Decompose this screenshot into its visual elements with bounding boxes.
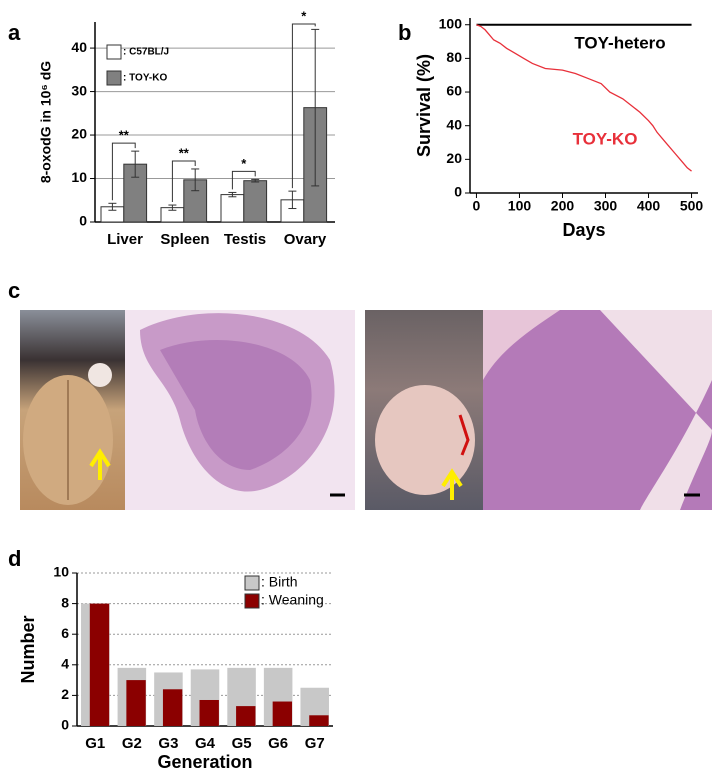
x-tick-label: 300 (594, 198, 618, 214)
x-tick-label: 0 (473, 198, 481, 214)
y-tick-label: 6 (61, 625, 69, 641)
significance-bracket (231, 170, 256, 190)
y-tick-label: 40 (71, 39, 87, 55)
panel-label: b (398, 20, 411, 45)
legend-label: : Weaning (261, 592, 324, 608)
x-tick-label: 200 (551, 198, 575, 214)
series-label: TOY-hetero (574, 33, 665, 52)
x-tick-label: Testis (224, 231, 266, 248)
significance-bracket (111, 142, 136, 201)
bar (199, 699, 219, 726)
y-tick-label: 100 (439, 15, 463, 31)
series-label: TOY-KO (573, 129, 638, 148)
y-tick-label: 10 (71, 169, 87, 185)
error-bar (131, 150, 140, 178)
legend-swatch (106, 44, 122, 60)
x-tick-label: Spleen (160, 231, 209, 248)
survival-line (476, 24, 692, 172)
y-axis-label: 8-oxodG in 10⁶ dG (38, 61, 54, 183)
y-tick-label: 30 (71, 82, 87, 98)
y-tick-label: 20 (446, 150, 462, 166)
bar (220, 194, 245, 223)
y-tick-label: 40 (446, 116, 462, 132)
y-tick-label: 60 (446, 83, 462, 99)
x-tick-label: 500 (680, 198, 704, 214)
significance-bracket (171, 160, 196, 203)
photo-panel (20, 310, 712, 510)
error-bar (228, 191, 237, 198)
y-tick-label: 4 (61, 656, 69, 672)
bar (162, 689, 183, 726)
significance-label: ** (119, 128, 130, 143)
bar (126, 680, 146, 726)
bar (309, 715, 329, 726)
significance-label: * (241, 156, 247, 171)
y-tick-label: 0 (61, 717, 69, 733)
significance-label: ** (179, 145, 190, 160)
x-tick-label: G6 (268, 735, 288, 752)
error-bar (311, 28, 320, 187)
x-axis-label: Days (562, 220, 605, 240)
bar (272, 701, 293, 726)
panel-label: a (8, 20, 21, 45)
x-tick-label: 400 (637, 198, 661, 214)
bar (89, 603, 110, 726)
error-bar (108, 202, 117, 211)
y-axis-label: Number (18, 615, 38, 683)
x-tick-label: G4 (195, 735, 216, 752)
bar (236, 706, 256, 726)
x-tick-label: G3 (158, 735, 178, 752)
error-bar (288, 190, 297, 210)
y-tick-label: 2 (61, 686, 69, 702)
legend-label: : Birth (261, 574, 298, 590)
error-bar (168, 204, 177, 211)
y-tick-label: 20 (71, 126, 87, 142)
legend-swatch (244, 575, 260, 591)
x-tick-label: Liver (107, 231, 143, 248)
x-tick-label: Ovary (284, 231, 327, 248)
y-tick-label: 8 (61, 594, 69, 610)
legend-label: : TOY-KO (123, 73, 167, 84)
x-tick-label: G5 (232, 735, 252, 752)
x-tick-label: G7 (305, 735, 325, 752)
x-tick-label: G1 (85, 735, 105, 752)
significance-bracket (291, 23, 316, 189)
legend-swatch (244, 593, 260, 609)
x-tick-label: 100 (508, 198, 532, 214)
y-axis-label: Survival (%) (414, 54, 434, 157)
panel-label: c (8, 278, 20, 303)
x-axis-label: Generation (157, 752, 252, 772)
y-tick-label: 10 (53, 564, 69, 580)
significance-label: * (301, 8, 307, 23)
panel-label: d (8, 546, 21, 571)
y-tick-label: 80 (446, 49, 462, 65)
bar (243, 180, 268, 223)
x-tick-label: G2 (122, 735, 142, 752)
y-tick-label: 0 (79, 213, 87, 229)
y-tick-label: 0 (454, 184, 462, 200)
error-bar (191, 168, 200, 192)
error-bar (251, 178, 260, 183)
legend-swatch (106, 70, 122, 86)
legend-label: : C57BL/J (123, 47, 169, 58)
